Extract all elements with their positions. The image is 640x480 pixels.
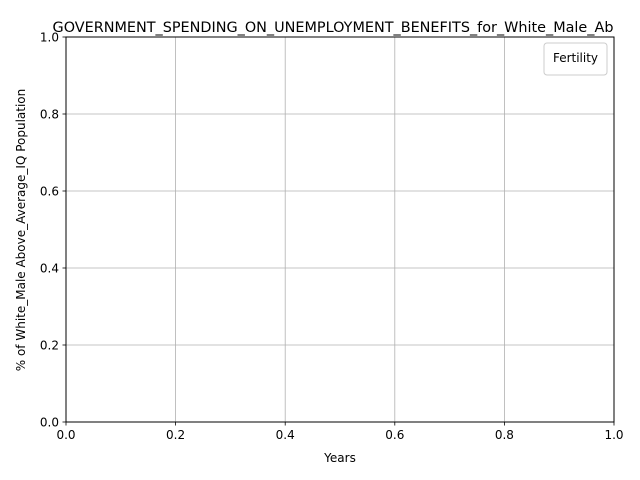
x-tick-label: 0.6 <box>385 428 404 442</box>
y-tick-label: 0.0 <box>40 415 59 429</box>
y-tick-label: 0.6 <box>40 184 59 198</box>
x-axis-label: Years <box>323 451 356 465</box>
grid-lines <box>65 36 615 423</box>
y-axis: 0.0 0.2 0.4 0.6 0.8 1.0 <box>40 30 66 429</box>
y-tick-label: 0.4 <box>40 261 59 275</box>
x-tick-label: 0.0 <box>56 428 75 442</box>
legend: Fertility <box>543 42 608 76</box>
x-tick-label: 0.4 <box>276 428 295 442</box>
y-tick-label: 1.0 <box>40 30 59 44</box>
x-tick-label: 0.8 <box>495 428 514 442</box>
plot-frame <box>65 36 615 423</box>
x-tick-label: 1.0 <box>604 428 623 442</box>
y-axis-label: % of White_Male Above_Average_IQ Populat… <box>14 89 28 372</box>
chart-title: GOVERNMENT_SPENDING_ON_UNEMPLOYMENT_BENE… <box>53 20 614 36</box>
x-axis: 0.0 0.2 0.4 0.6 0.8 1.0 <box>56 422 624 442</box>
legend-title: Fertility <box>553 51 598 65</box>
legend-box <box>543 42 608 76</box>
x-tick-label: 0.2 <box>166 428 185 442</box>
y-tick-label: 0.2 <box>40 338 59 352</box>
y-tick-label: 0.8 <box>40 107 59 121</box>
